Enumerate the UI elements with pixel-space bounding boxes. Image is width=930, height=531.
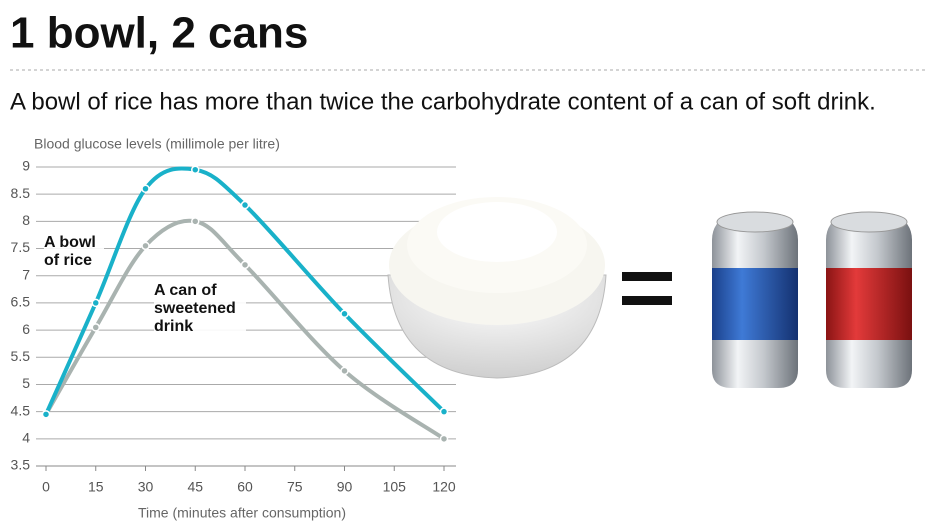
data-point (340, 309, 349, 319)
equals-sign (622, 272, 672, 281)
equals-sign (622, 296, 672, 305)
y-tick-label: 9 (22, 158, 30, 174)
x-tick-label: 0 (42, 479, 50, 495)
red-can-image (826, 211, 912, 388)
rice-bowl-image (387, 197, 607, 379)
data-point (91, 323, 100, 332)
y-tick-label: 7.5 (11, 239, 31, 255)
y-tick-label: 7 (22, 266, 30, 282)
x-tick-label: 45 (187, 479, 203, 495)
y-tick-label: 6.5 (11, 294, 31, 310)
chart-subtitle: A bowl of rice has more than twice the c… (10, 88, 876, 115)
x-tick-label: 120 (432, 479, 456, 495)
y-tick-label: 8 (22, 212, 30, 228)
y-tick-label: 3.5 (11, 457, 31, 473)
y-tick-label: 5.5 (11, 348, 31, 364)
data-point (240, 200, 250, 210)
y-tick-label: 5 (22, 375, 30, 391)
data-point (439, 407, 449, 416)
data-point (191, 165, 200, 174)
x-tick-label: 75 (287, 479, 303, 495)
y-axis-label: Blood glucose levels (millimole per litr… (34, 136, 280, 152)
blue-can-image (712, 211, 798, 388)
series-label: A bowl of rice (44, 234, 104, 270)
chart-title: 1 bowl, 2 cans (10, 9, 308, 58)
data-point (91, 298, 100, 308)
series-label: A can of sweetened drink (154, 282, 246, 336)
data-point (340, 366, 349, 376)
x-tick-label: 15 (88, 479, 104, 495)
y-tick-label: 8.5 (11, 185, 31, 201)
x-tick-label: 30 (138, 479, 154, 495)
y-tick-label: 4 (22, 430, 30, 446)
data-point (191, 217, 200, 226)
y-tick-label: 6 (22, 321, 30, 337)
y-tick-label: 4.5 (11, 402, 31, 418)
data-point (141, 241, 150, 251)
data-point (41, 410, 51, 419)
data-point (240, 260, 250, 270)
data-point (439, 434, 449, 444)
x-tick-label: 105 (383, 479, 407, 495)
data-point (141, 184, 150, 193)
x-tick-label: 90 (337, 479, 353, 495)
x-tick-label: 60 (237, 479, 253, 495)
x-axis-label: Time (minutes after consumption) (138, 505, 346, 521)
